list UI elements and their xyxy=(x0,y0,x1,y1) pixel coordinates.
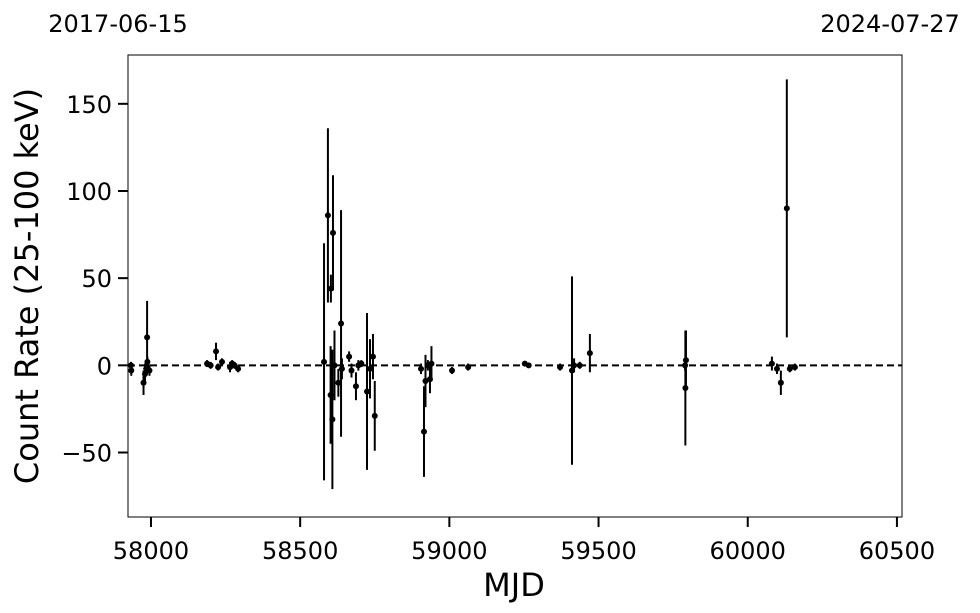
data-point xyxy=(371,412,378,419)
data-point xyxy=(331,362,338,369)
plot-area xyxy=(127,54,903,518)
y-tick-label: 0 xyxy=(97,352,112,380)
data-point xyxy=(768,360,775,367)
data-point xyxy=(335,379,342,386)
data-point xyxy=(791,364,798,371)
data-point xyxy=(586,350,593,357)
data-point xyxy=(364,388,371,395)
x-tick-label: 59000 xyxy=(411,537,487,565)
data-point xyxy=(128,367,135,374)
data-point xyxy=(783,205,790,212)
data-point xyxy=(352,383,359,390)
y-tick-label: 100 xyxy=(66,178,112,206)
data-point xyxy=(329,229,336,236)
data-point xyxy=(682,384,689,391)
data-point xyxy=(576,362,583,369)
data-point xyxy=(338,320,345,327)
y-tick-label: −50 xyxy=(61,439,112,467)
top-right-label: 2024-07-27 xyxy=(820,10,959,38)
data-point xyxy=(557,364,564,371)
x-tick-label: 60000 xyxy=(710,537,786,565)
y-axis-label: Count Rate (25-100 keV) xyxy=(8,88,46,484)
data-point xyxy=(420,428,427,435)
data-point xyxy=(777,379,784,386)
data-point xyxy=(348,367,355,374)
data-point xyxy=(207,362,214,369)
data-point xyxy=(786,365,793,372)
data-point xyxy=(525,362,532,369)
data-point xyxy=(369,353,376,360)
data-point xyxy=(215,364,222,371)
data-point xyxy=(465,364,472,371)
data-point xyxy=(449,367,456,374)
data-point xyxy=(213,348,220,355)
y-tick-label: 50 xyxy=(81,265,112,293)
data-point xyxy=(366,365,373,372)
data-point xyxy=(144,334,151,341)
data-point xyxy=(338,365,345,372)
data-point xyxy=(321,358,328,365)
data-point xyxy=(146,367,153,374)
x-tick-label: 58000 xyxy=(113,537,189,565)
x-tick-label: 59500 xyxy=(560,537,636,565)
x-tick-label: 58500 xyxy=(262,537,338,565)
data-point xyxy=(358,360,365,367)
data-point xyxy=(329,416,336,423)
data-point xyxy=(428,360,435,367)
data-point xyxy=(773,365,780,372)
data-point xyxy=(346,353,353,360)
y-tick-label: 150 xyxy=(66,91,112,119)
data-point xyxy=(218,358,225,365)
data-point xyxy=(235,365,242,372)
x-tick-label: 60500 xyxy=(859,537,935,565)
data-point xyxy=(418,365,425,372)
x-axis-label: MJD xyxy=(483,566,545,604)
top-left-label: 2017-06-15 xyxy=(48,10,187,38)
data-point xyxy=(324,212,331,219)
data-point xyxy=(571,362,578,369)
